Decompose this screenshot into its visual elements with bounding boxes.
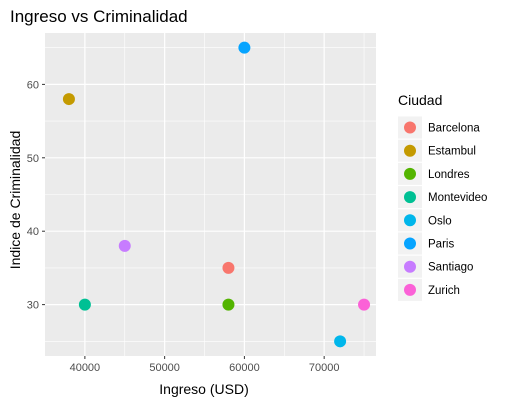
- data-point-oslo: [334, 335, 347, 348]
- legend-swatch: [404, 144, 416, 157]
- x-tick-label: 60000: [229, 362, 260, 374]
- chart-title: Ingreso vs Criminalidad: [10, 7, 188, 26]
- legend-label: Montevideo: [428, 192, 487, 204]
- legend-label: Estambul: [428, 146, 476, 158]
- data-point-santiago: [118, 239, 131, 252]
- legend-label: Oslo: [428, 215, 452, 227]
- legend-swatch: [404, 167, 416, 180]
- x-tick-label: 70000: [309, 362, 340, 374]
- y-tick-label: 50: [27, 153, 39, 165]
- y-tick-label: 40: [27, 226, 39, 238]
- legend-label: Barcelona: [428, 123, 480, 135]
- legend: Ciudad Barcelona Estambul Londres Montevide…: [398, 92, 487, 301]
- legend-swatch: [404, 237, 416, 250]
- data-point-paris: [238, 41, 251, 54]
- x-axis: 40000 50000 60000 70000: [70, 356, 340, 374]
- y-axis-title: Indice de Criminalidad: [7, 131, 23, 270]
- legend-title: Ciudad: [398, 92, 442, 108]
- x-tick-label: 50000: [149, 362, 180, 374]
- legend-label: Zurich: [428, 285, 460, 297]
- x-axis-title: Ingreso (USD): [159, 381, 248, 397]
- grid-minor: [45, 33, 376, 356]
- y-axis: 30 40 50 60: [27, 79, 45, 312]
- data-point-estambul: [62, 93, 75, 106]
- y-tick-label: 60: [27, 79, 39, 91]
- legend-label: Londres: [428, 169, 470, 181]
- legend-swatch: [404, 260, 416, 273]
- legend-swatch: [404, 121, 416, 134]
- legend-label: Paris: [428, 239, 454, 251]
- data-points: [62, 41, 371, 348]
- data-point-zurich: [358, 298, 371, 311]
- data-point-barcelona: [222, 261, 235, 274]
- legend-swatch: [404, 191, 416, 204]
- y-tick-label: 30: [27, 300, 39, 312]
- legend-swatch: [404, 283, 416, 296]
- legend-label: Santiago: [428, 262, 473, 274]
- data-point-londres: [222, 298, 235, 311]
- x-tick-label: 40000: [70, 362, 101, 374]
- data-point-montevideo: [78, 298, 91, 311]
- legend-swatch: [404, 214, 416, 227]
